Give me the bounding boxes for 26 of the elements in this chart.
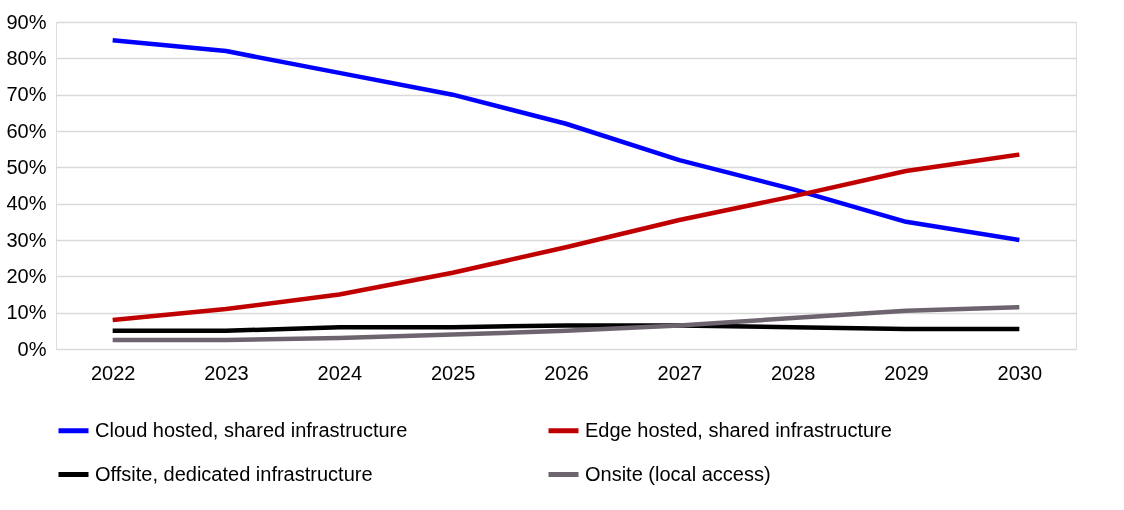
line-series	[110, 304, 1022, 343]
x-tick-label: 2027	[657, 361, 703, 384]
y-tick-label: 20%	[6, 264, 47, 287]
legend-label: Onsite (local access)	[585, 462, 771, 485]
y-tick-label: 50%	[6, 155, 47, 178]
y-tick-label: 30%	[6, 228, 47, 251]
y-tick-label: 80%	[6, 46, 47, 69]
y-tick-label: 0%	[17, 337, 47, 360]
y-tick-label: 70%	[6, 83, 47, 106]
y-tick-label: 10%	[6, 301, 47, 324]
y-tick-label: 90%	[6, 10, 47, 33]
legend-label: Offsite, dedicated infrastructure	[95, 462, 373, 485]
line-series	[110, 152, 1022, 323]
y-tick-label: 40%	[6, 192, 47, 215]
x-tick-label: 2028	[770, 361, 816, 384]
line-series	[110, 37, 1022, 243]
x-tick-label: 2029	[884, 361, 929, 384]
y-tick-label: 60%	[6, 119, 47, 142]
x-tick-label: 2023	[204, 361, 249, 384]
x-tick-label: 2026	[544, 361, 589, 384]
legend-label: Edge hosted, shared infrastructure	[585, 418, 892, 441]
x-tick-label: 2030	[997, 361, 1043, 384]
legend-label: Cloud hosted, shared infrastructure	[95, 418, 408, 441]
x-tick-label: 2024	[317, 361, 363, 384]
x-tick-label: 2025	[430, 361, 476, 384]
x-tick-label: 2022	[90, 361, 136, 384]
